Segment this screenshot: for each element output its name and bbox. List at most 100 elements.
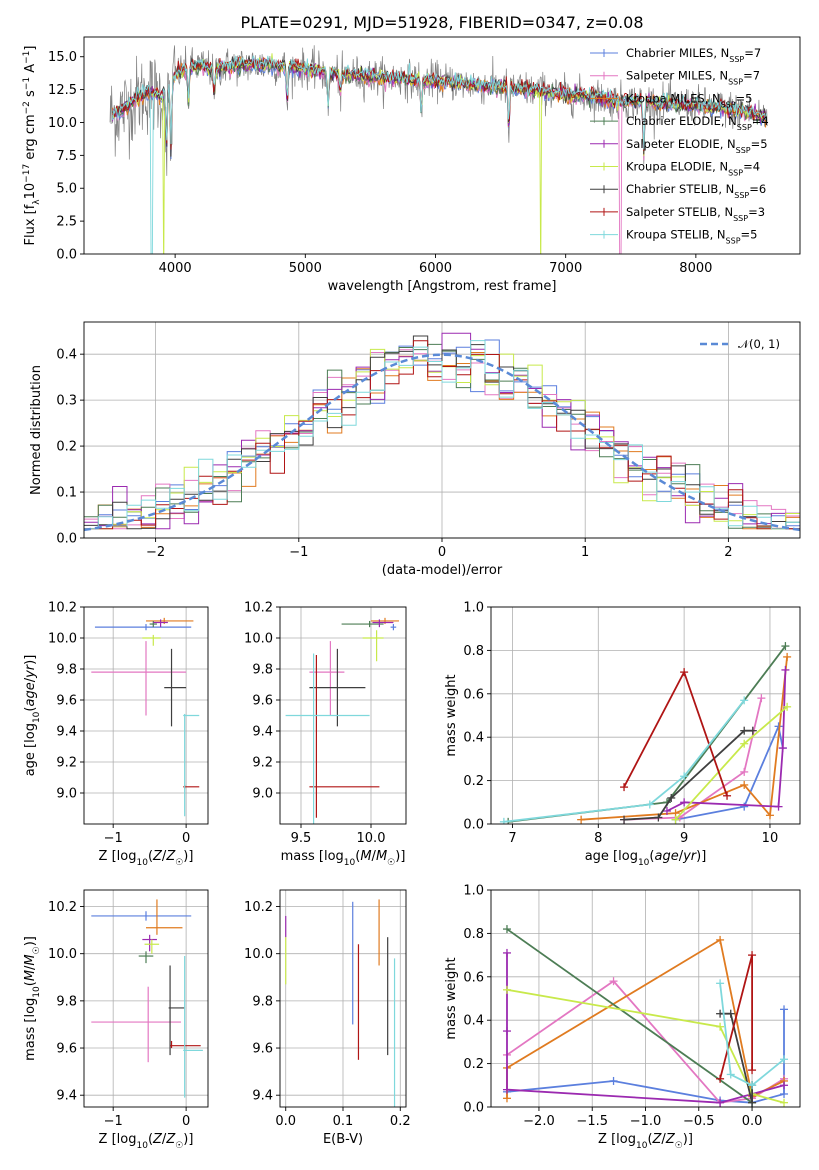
residual_histogram-xlabel-part: (data-model)/error bbox=[382, 563, 503, 578]
legend-text: Salpeter STELIB, N bbox=[626, 205, 733, 219]
mass_vs_Z-ylabel: mass [log10(M/M☉)] bbox=[23, 936, 42, 1061]
mass_vs_Z-xlabel-part: ☉ bbox=[175, 1141, 183, 1151]
weight-line-chabrier_stelib bbox=[720, 1012, 753, 1103]
weight_vs_Z-ylabel-part: mass weight bbox=[444, 957, 459, 1039]
model-spectrum-kroupa_stelib bbox=[112, 55, 768, 254]
legend-label-salpeter_stelib: Salpeter STELIB, NSSP=3 bbox=[626, 205, 765, 223]
spectrum-ylabel-part: s bbox=[23, 90, 38, 101]
residual_histogram-xtick-label: 2 bbox=[724, 545, 732, 560]
mass_vs_Z-ytick-label: 9.4 bbox=[56, 1089, 77, 1104]
legend-sub: SSP bbox=[728, 168, 743, 177]
weight-line-salpeter_elodie bbox=[666, 669, 787, 812]
legend-sub: SSP bbox=[726, 236, 741, 245]
legend-sub: SSP bbox=[734, 191, 749, 200]
legend-suffix: =5 bbox=[741, 228, 758, 242]
age_vs_mass-xlabel-part: ) bbox=[395, 849, 400, 864]
mass_vs_Z-xtick-label: 0 bbox=[182, 1114, 190, 1129]
weight_vs_Z-xlabel-part: ) bbox=[683, 1132, 688, 1147]
age_vs_Z-ytick-label: 9.2 bbox=[56, 756, 77, 771]
spectrum-ytick-label: 7.5 bbox=[56, 149, 77, 164]
age_vs_Z-xtick-label: 0 bbox=[182, 831, 190, 846]
spectrum-ylabel-part: −1 bbox=[22, 77, 32, 90]
spectrum-ylabel: Flux [fλ10−17 erg cm−2 s−1 A−1] bbox=[22, 46, 42, 246]
age_vs_Z-xlabel-part: ( bbox=[148, 849, 153, 864]
weight_vs_Z-xtick-label: 0.0 bbox=[742, 1114, 763, 1129]
legend-label-kroupa_miles: Kroupa MILES, NSSP=5 bbox=[626, 91, 752, 109]
weight_vs_age-ylabel-part: mass weight bbox=[444, 674, 459, 756]
histogram-kroupa_stelib bbox=[84, 340, 800, 530]
weight_vs_Z-ytick-label: 0.2 bbox=[463, 1057, 484, 1072]
residual_histogram-ytick-label: 0.2 bbox=[56, 440, 77, 455]
weight-line-kroupa_stelib bbox=[719, 983, 785, 1087]
residual_histogram-ytick-label: 0.3 bbox=[56, 394, 77, 409]
age_vs_mass-xlabel-part: M bbox=[376, 849, 387, 864]
residual_histogram-ytick-label: 0.0 bbox=[56, 532, 77, 547]
spectrum-xtick-label: 7000 bbox=[549, 261, 582, 276]
weight-line-kroupa_elodie bbox=[506, 988, 785, 1104]
weight_vs_age-xlabel-part: ] bbox=[701, 849, 706, 864]
age_vs_Z-ylabel: age [log10(age/yr)] bbox=[23, 655, 42, 777]
legend-text: Salpeter ELODIE, N bbox=[626, 137, 736, 151]
weight_vs_Z-ylabel: mass weight bbox=[444, 957, 459, 1039]
residual_histogram-frame bbox=[83, 321, 801, 539]
weight_vs_Z-ytick-label: 0.0 bbox=[463, 1101, 484, 1116]
legend-text: Kroupa ELODIE, N bbox=[626, 160, 728, 174]
age_vs_Z-ylabel-part: 10 bbox=[32, 711, 42, 723]
mass_vs_Z-panel: −1 09.49.69.810.010.2Z [log10(Z/Z☉)]mass … bbox=[23, 889, 209, 1151]
residual_histogram-xlabel: (data-model)/error bbox=[382, 563, 503, 578]
spectrum-ytick-label: 12.5 bbox=[48, 83, 77, 98]
legend-text: Kroupa STELIB, N bbox=[626, 228, 726, 242]
weight-line-kroupa_stelib bbox=[503, 699, 745, 823]
legend-text: Salpeter MILES, N bbox=[626, 69, 728, 83]
legend-text: Chabrier MILES, N bbox=[626, 46, 729, 60]
legend-label-kroupa_stelib: Kroupa STELIB, NSSP=5 bbox=[626, 228, 757, 246]
spectrum-ylabel-part: Flux [f bbox=[23, 204, 38, 245]
weight_vs_Z-xlabel-part: Z bbox=[665, 1132, 676, 1147]
weight_vs_age-frame bbox=[490, 606, 801, 825]
legend-suffix: =3 bbox=[748, 205, 765, 219]
legend-text: Chabrier STELIB, N bbox=[626, 182, 734, 196]
weight_vs_age-xlabel-part: ( bbox=[649, 849, 654, 864]
mass_vs_Z-xlabel-part: ) bbox=[183, 1132, 188, 1147]
age_vs_mass-xlabel-part: 10 bbox=[344, 858, 356, 868]
weight_vs_Z-xlabel-part: 10 bbox=[636, 1141, 648, 1151]
weight_vs_Z-grid bbox=[491, 889, 800, 1108]
legend-label-salpeter_elodie: Salpeter ELODIE, NSSP=5 bbox=[626, 137, 768, 155]
mass_vs_Z-ylabel-part: M bbox=[23, 954, 38, 965]
mass_vs_EBV-xtick-label: 0.2 bbox=[390, 1114, 411, 1129]
mass_vs_Z-xlabel-part: ( bbox=[148, 1132, 153, 1147]
spectrum-ytick-label: 2.5 bbox=[56, 215, 77, 230]
weight_vs_Z-xlabel-part: ( bbox=[647, 1132, 652, 1147]
mass_vs_Z-ytick-label: 10.2 bbox=[48, 900, 77, 915]
weight_vs_age-plot bbox=[499, 642, 792, 824]
age_vs_mass-ytick-label: 9.8 bbox=[252, 663, 273, 678]
weight_vs_Z-ytick-label: 0.4 bbox=[463, 1014, 484, 1029]
spectrum-ytick-label: 10.0 bbox=[48, 116, 77, 131]
age_vs_Z-xlabel-part: ) bbox=[183, 849, 188, 864]
histogram-chabrier_stelib bbox=[84, 335, 800, 530]
mass_vs_EBV-ytick-label: 9.6 bbox=[252, 1042, 273, 1057]
age_vs_Z-frame bbox=[83, 606, 209, 825]
spectrum-plot bbox=[109, 45, 768, 254]
legend-suffix: =7 bbox=[743, 69, 760, 83]
spectrum-ylabel-part: −2 bbox=[22, 101, 32, 114]
legend-text: Chabrier ELODIE, N bbox=[626, 114, 737, 128]
spectrum-ylabel-part: −1 bbox=[22, 51, 32, 64]
legend-suffix: =5 bbox=[751, 137, 768, 151]
mass_vs_Z-xlabel-part: Z bbox=[165, 1132, 176, 1147]
mass_vs_EBV-xlabel: E(B-V) bbox=[323, 1132, 363, 1147]
mass_vs_Z-ylabel-part: M bbox=[23, 970, 38, 981]
mass_vs_EBV-plot bbox=[285, 899, 396, 1107]
age_vs_mass-plot bbox=[285, 617, 399, 824]
spectrum-ylabel-part: 10 bbox=[23, 183, 38, 200]
age_vs_Z-ytick-label: 9.6 bbox=[56, 694, 77, 709]
legend-text: Kroupa MILES, N bbox=[626, 91, 721, 105]
weight_vs_Z-xtick-label: −2.0 bbox=[523, 1114, 555, 1129]
legend-sub: SSP bbox=[729, 55, 744, 64]
weight_vs_age-ytick-label: 0.0 bbox=[463, 818, 484, 833]
age_vs_Z-xlabel-part: Z bbox=[165, 849, 176, 864]
weight_vs_Z-xlabel-part: / bbox=[661, 1132, 666, 1147]
weight_vs_age-ytick-label: 0.6 bbox=[463, 687, 484, 702]
mass_vs_Z-ytick-label: 9.8 bbox=[56, 994, 77, 1009]
weight_vs_age-xlabel-part: age [log bbox=[585, 849, 638, 864]
